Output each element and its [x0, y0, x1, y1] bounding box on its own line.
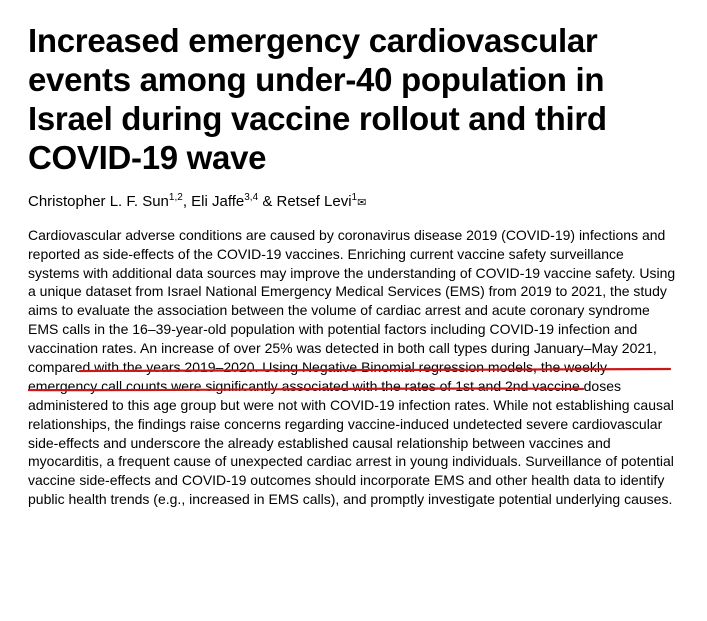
abstract-text: Cardiovascular adverse conditions are ca… — [28, 227, 675, 507]
corresponding-icon: ✉ — [357, 197, 366, 209]
author-1-name: Christopher L. F. Sun — [28, 193, 169, 210]
paper-title: Increased emergency cardiovascular event… — [28, 22, 679, 178]
abstract: Cardiovascular adverse conditions are ca… — [28, 226, 679, 509]
author-1-affil: 1,2 — [169, 192, 183, 203]
author-2-name: Eli Jaffe — [191, 193, 244, 210]
author-list: Christopher L. F. Sun1,2, Eli Jaffe3,4 &… — [28, 192, 679, 210]
author-2-affil: 3,4 — [244, 192, 258, 203]
author-3-name: Retsef Levi — [277, 193, 352, 210]
